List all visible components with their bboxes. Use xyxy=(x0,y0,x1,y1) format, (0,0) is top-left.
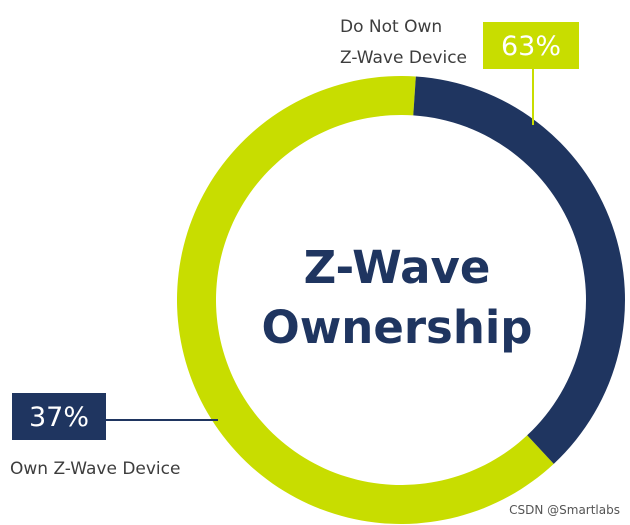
slice-do-not-own xyxy=(177,75,554,524)
percent-label-do-not-own: 63% xyxy=(501,31,561,62)
category-label-do-not-own-line-1: Do Not Own xyxy=(340,17,442,37)
category-label-own: Own Z-Wave Device xyxy=(10,459,180,479)
category-label-do-not-own-line-2: Z-Wave Device xyxy=(340,48,467,68)
percent-label-own: 37% xyxy=(29,402,89,433)
percent-badge-own xyxy=(12,393,106,440)
slice-own xyxy=(413,76,626,464)
chart-title-line-1: Z-Wave xyxy=(304,241,491,294)
watermark: CSDN @Smartlabs xyxy=(509,503,620,517)
percent-badge-do-not-own xyxy=(483,22,579,69)
chart-title-line-2: Ownership xyxy=(261,301,532,354)
